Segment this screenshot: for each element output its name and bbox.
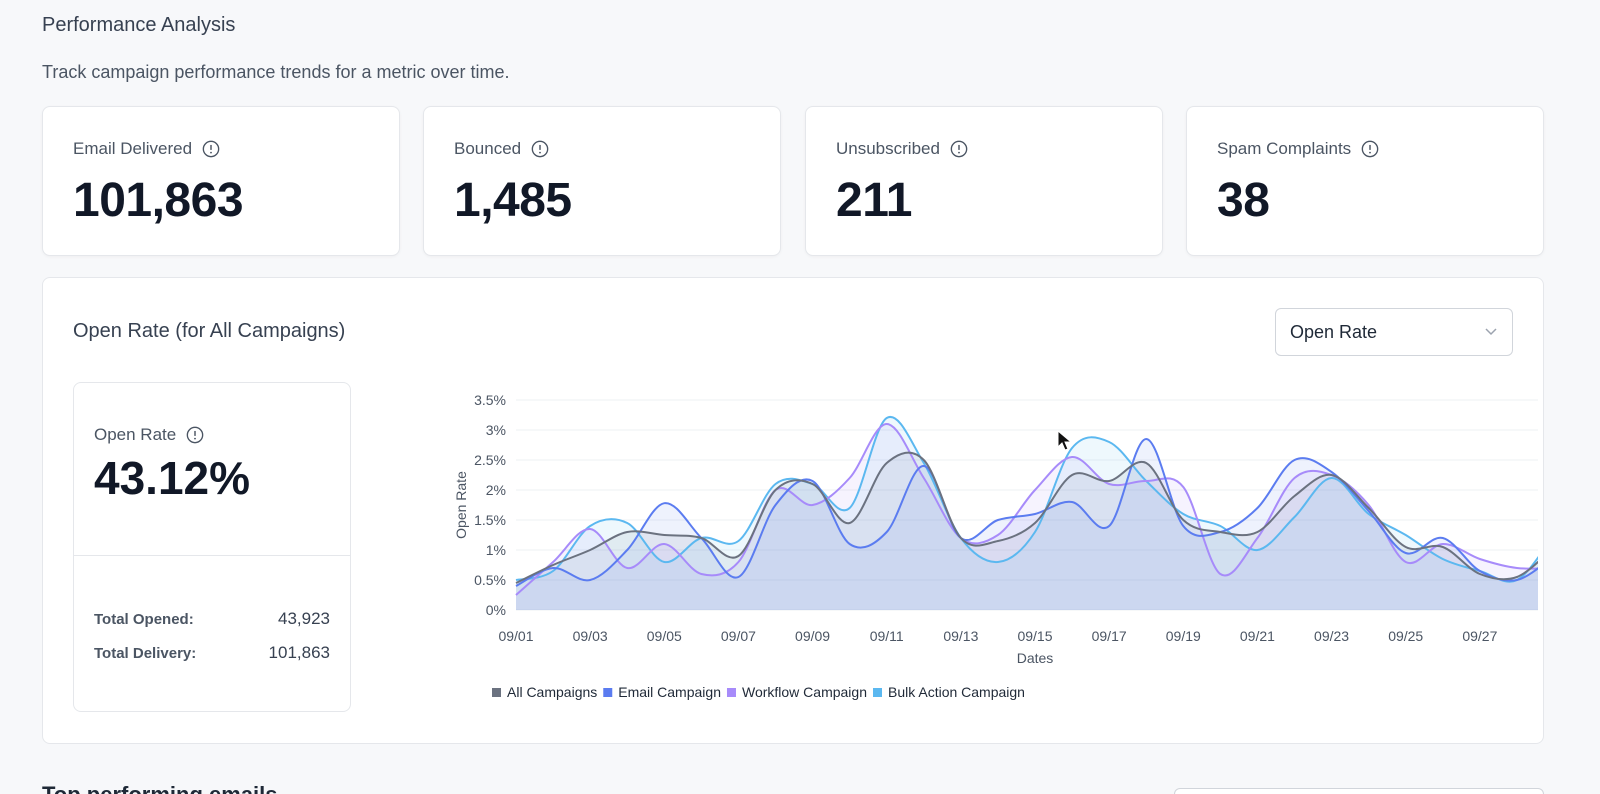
metric-select-value: Open Rate bbox=[1290, 321, 1378, 342]
series-all-campaigns-line bbox=[515, 451, 1538, 584]
series-bulk-action-campaign-area bbox=[516, 416, 1538, 610]
x-tick-label: 09/25 bbox=[1388, 628, 1423, 644]
x-tick-label: 09/17 bbox=[1092, 628, 1127, 644]
x-tick-label: 09/13 bbox=[943, 628, 978, 644]
x-tick-label: 09/21 bbox=[1240, 628, 1275, 644]
open-rate-summary: Open Rate 43.12% Total Opened: 43,923 To… bbox=[73, 382, 351, 712]
page-subtitle: Track campaign performance trends for a … bbox=[42, 62, 510, 82]
legend-label: Email Campaign bbox=[618, 684, 721, 700]
y-tick-label: 2.5% bbox=[474, 452, 506, 468]
x-tick-label: 09/27 bbox=[1462, 628, 1497, 644]
series-workflow-campaign-area bbox=[516, 424, 1538, 610]
x-tick-label: 09/01 bbox=[498, 628, 533, 644]
info-icon[interactable] bbox=[531, 140, 549, 158]
total-delivery-row: Total Delivery: 101,863 bbox=[94, 643, 330, 663]
stat-card-delivered: Email Delivered 101,863 bbox=[42, 106, 400, 256]
stat-value: 1,485 bbox=[454, 174, 572, 227]
panel-title: Open Rate (for All Campaigns) bbox=[73, 320, 346, 342]
legend-label: Workflow Campaign bbox=[742, 684, 867, 700]
stat-card-unsubscribed: Unsubscribed 211 bbox=[805, 106, 1163, 256]
x-tick-label: 09/09 bbox=[795, 628, 830, 644]
x-tick-label: 09/11 bbox=[870, 628, 904, 644]
open-rate-panel: Open Rate (for All Campaigns) Open Rate … bbox=[42, 277, 1544, 744]
stat-label: Bounced bbox=[454, 139, 522, 158]
y-tick-label: 1.5% bbox=[474, 512, 506, 528]
summary-label: Open Rate bbox=[94, 425, 177, 444]
divider bbox=[74, 555, 350, 556]
legend-swatch bbox=[873, 688, 882, 697]
total-opened-row: Total Opened: 43,923 bbox=[94, 609, 330, 629]
info-icon[interactable] bbox=[1361, 140, 1379, 158]
open-rate-chart[interactable]: 0% 0.5% 1% 1.5% 2% 2.5% 3% 3.5% 09/01 09/03 09/05 0… bbox=[398, 376, 1538, 716]
x-tick-label: 09/19 bbox=[1166, 628, 1201, 644]
y-tick-label: 0% bbox=[486, 602, 506, 618]
total-delivery-label: Total Delivery: bbox=[94, 644, 197, 662]
stat-label: Email Delivered bbox=[73, 139, 193, 158]
info-icon[interactable] bbox=[202, 140, 220, 158]
y-tick-label: 1% bbox=[486, 542, 506, 558]
y-tick-label: 3.5% bbox=[474, 392, 506, 408]
y-tick-label: 3% bbox=[486, 422, 506, 438]
x-tick-label: 09/07 bbox=[721, 628, 756, 644]
legend-label: Bulk Action Campaign bbox=[888, 684, 1025, 700]
stat-label: Unsubscribed bbox=[836, 139, 940, 158]
x-tick-label: 09/23 bbox=[1314, 628, 1349, 644]
total-opened-value: 43,923 bbox=[278, 609, 330, 628]
info-icon[interactable] bbox=[186, 426, 204, 444]
series-email-campaign-area bbox=[516, 439, 1538, 610]
y-axis-label: Open Rate bbox=[453, 471, 469, 539]
page-title: Performance Analysis bbox=[42, 14, 236, 36]
stat-label: Spam Complaints bbox=[1217, 139, 1352, 158]
x-axis-label: Dates bbox=[1017, 650, 1054, 666]
series-all-campaigns-area bbox=[516, 452, 1538, 610]
y-tick-label: 0.5% bbox=[474, 572, 506, 588]
mouse-cursor-icon bbox=[1057, 430, 1073, 451]
metric-select[interactable]: Open Rate bbox=[1275, 308, 1513, 356]
legend-swatch bbox=[603, 688, 613, 697]
stat-card-bounced: Bounced 1,485 bbox=[423, 106, 781, 256]
stat-value: 211 bbox=[836, 174, 912, 227]
x-tick-label: 09/15 bbox=[1017, 628, 1052, 644]
stat-card-spam: Spam Complaints 38 bbox=[1186, 106, 1544, 256]
stat-value: 101,863 bbox=[73, 174, 244, 227]
stat-value: 38 bbox=[1217, 174, 1270, 227]
total-delivery-value: 101,863 bbox=[268, 643, 330, 662]
x-tick-label: 09/05 bbox=[647, 628, 682, 644]
next-section-select[interactable] bbox=[1174, 788, 1544, 794]
summary-value: 43.12% bbox=[94, 452, 251, 504]
info-icon[interactable] bbox=[950, 140, 968, 158]
legend-swatch bbox=[726, 688, 736, 697]
total-opened-label: Total Opened: bbox=[94, 610, 194, 628]
y-tick-label: 2% bbox=[486, 482, 506, 498]
legend-label: All Campaigns bbox=[507, 684, 597, 700]
chevron-down-icon bbox=[1485, 328, 1497, 336]
next-section-title: Top performing emails bbox=[42, 784, 302, 794]
legend-swatch bbox=[492, 688, 501, 697]
x-tick-label: 09/03 bbox=[573, 628, 608, 644]
series-email-campaign-line bbox=[515, 437, 1538, 587]
